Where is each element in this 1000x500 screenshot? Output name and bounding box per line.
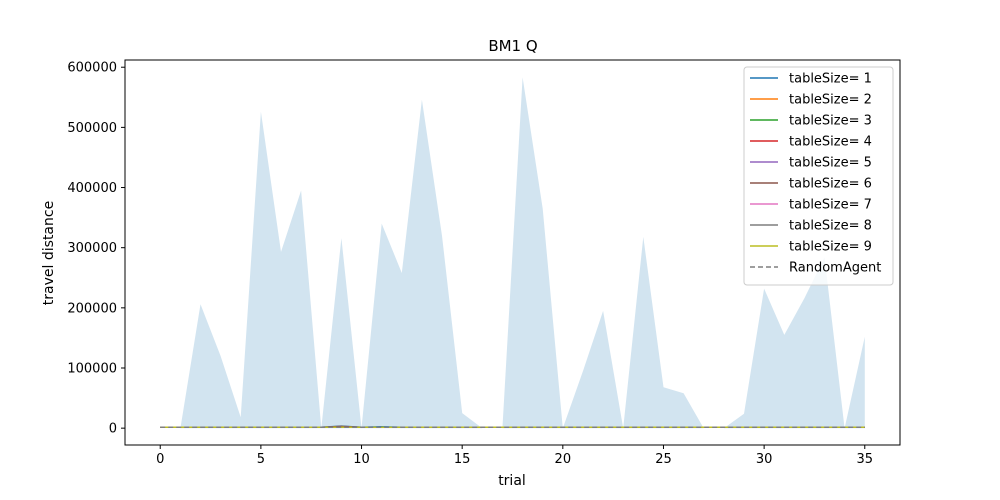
- legend-label: tableSize= 1: [789, 72, 872, 87]
- y-tick-label: 500000: [67, 121, 117, 136]
- legend-label: tableSize= 2: [789, 93, 872, 108]
- plot-frame: [124, 59, 901, 446]
- x-tick-label: 25: [655, 452, 672, 467]
- legend-label: tableSize= 5: [789, 156, 872, 171]
- legend: tableSize= 1 tableSize= 2 tableSize= 3 tabl…: [743, 66, 894, 286]
- x-tick-label: 0: [156, 452, 164, 467]
- legend-label: tableSize= 7: [789, 198, 872, 213]
- legend-label: tableSize= 8: [789, 219, 872, 234]
- x-tick-label: 5: [257, 452, 265, 467]
- y-tick-label: 200000: [67, 301, 117, 316]
- x-tick-label: 15: [454, 452, 471, 467]
- x-tick-label: 20: [555, 452, 572, 467]
- confidence-band-layer: [160, 77, 865, 429]
- y-tick-label: 600000: [67, 61, 117, 76]
- y-axis-label: travel distance: [41, 201, 57, 305]
- y-tick-label: 100000: [67, 362, 117, 377]
- y-tick-label: 300000: [67, 241, 117, 256]
- y-tick-label: 400000: [67, 181, 117, 196]
- legend-label: tableSize= 6: [789, 177, 872, 192]
- y-tick-label: 0: [109, 422, 117, 437]
- confidence-band: [160, 77, 865, 429]
- y-axis-ticks: 0 100000 200000 300000 400000 500000 600000: [67, 61, 125, 437]
- legend-label: tableSize= 4: [789, 135, 872, 150]
- chart-title: BM1 Q: [488, 37, 537, 55]
- legend-box: [743, 66, 894, 286]
- legend-label: tableSize= 3: [789, 114, 872, 129]
- legend-label: tableSize= 9: [789, 240, 872, 255]
- x-tick-label: 30: [756, 452, 773, 467]
- series-layer: [160, 425, 865, 429]
- legend-label: RandomAgent: [789, 261, 881, 276]
- x-axis-label: trial: [498, 473, 526, 489]
- x-axis-ticks: 0 5 10 15 20 25 30 35: [156, 445, 873, 467]
- x-tick-label: 35: [856, 452, 873, 467]
- x-tick-label: 10: [353, 452, 370, 467]
